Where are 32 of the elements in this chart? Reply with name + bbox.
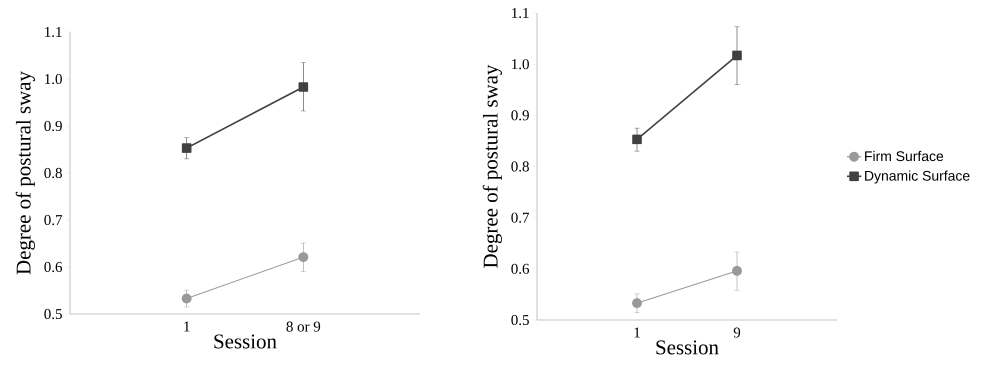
point: [182, 143, 192, 153]
legend-label: Firm Surface: [865, 150, 944, 162]
x-tick-label: 8 or 9: [286, 322, 320, 332]
point: [298, 82, 308, 92]
y-tick-label: 0.8: [44, 168, 62, 178]
y-tick-label: 1.0: [512, 59, 529, 70]
y-tick-label: 0.5: [511, 314, 529, 326]
x-tick-label: 1: [184, 322, 190, 332]
x-axis-title: Session: [656, 340, 719, 354]
y-tick-label: 0.7: [511, 212, 530, 223]
y-tick-label: 1.1: [512, 8, 529, 18]
x-tick-label: 9: [734, 328, 740, 338]
y-tick-label: 0.9: [44, 120, 62, 132]
y-tick-label: 1.1: [45, 26, 62, 38]
legend-label: Dynamic Surface: [865, 170, 970, 184]
point: [732, 50, 742, 60]
x-axis-title: Session: [214, 334, 277, 348]
point: [632, 134, 642, 144]
y-tick-label: 0.8: [511, 161, 529, 172]
point: [298, 252, 308, 262]
x-tick-label: 1: [634, 328, 640, 338]
y-tick-label: 0.5: [44, 308, 62, 320]
y-axis-title: Degree of postural sway: [16, 71, 35, 274]
point: [182, 293, 192, 304]
y-axis-title: Degree of postural sway: [482, 64, 502, 268]
y-tick-label: 0.6: [511, 264, 530, 274]
y-tick-label: 0.7: [44, 214, 62, 226]
y-tick-label: 0.9: [511, 110, 529, 120]
y-tick-label: 1.0: [45, 74, 62, 84]
y-tick-label: 0.6: [44, 262, 62, 272]
point: [632, 298, 642, 308]
point: [732, 266, 742, 276]
